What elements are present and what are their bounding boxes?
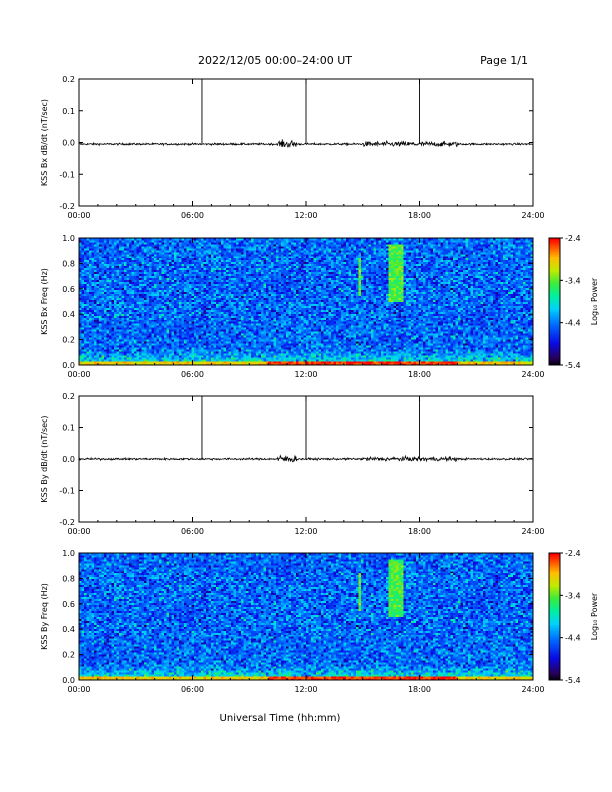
x-tick-label: 24:00 <box>521 685 544 694</box>
y-tick-label: 0.6 <box>62 600 75 609</box>
y-tick-label: 0.2 <box>62 75 75 84</box>
y-tick-label: 0.8 <box>62 259 75 268</box>
x-tick-label: 24:00 <box>521 211 544 220</box>
y-tick-label: 0.0 <box>62 455 75 464</box>
y-tick-label: 0.1 <box>62 424 75 433</box>
y-tick-label: 0.0 <box>62 361 75 370</box>
y-tick-label: 0.4 <box>62 310 75 319</box>
colorbar-frame <box>548 237 561 366</box>
y-tick-label: 0.2 <box>62 651 75 660</box>
y-tick-label: 0.0 <box>62 676 75 685</box>
y-tick-label: 0.2 <box>62 336 75 345</box>
x-tick-label: 24:00 <box>521 370 544 379</box>
x-tick-label: 12:00 <box>294 370 317 379</box>
colorbar-tick-label: -2.4 <box>565 549 581 558</box>
y-tick-label: 0.8 <box>62 574 75 583</box>
y-tick-label: 0.2 <box>62 392 75 401</box>
colorbar-label: Log₁₀ Power <box>590 277 599 325</box>
y-tick-label: 0.6 <box>62 285 75 294</box>
bx-spectrogram-panel: 00:00 06:00 12:00 18:00 24:00 1.0 0.8 0.6 0.4 0.2… <box>40 234 599 379</box>
y-tick-label: -0.1 <box>59 170 75 179</box>
x-tick-label: 00:00 <box>67 211 90 220</box>
colorbar-tick-label: -4.4 <box>565 634 581 643</box>
page-number: Page 1/1 <box>480 54 528 67</box>
y-axis-label: KSS Bx Freq (Hz) <box>40 268 49 335</box>
x-tick-label: 18:00 <box>408 370 431 379</box>
x-axis-label: Universal Time (hh:mm) <box>220 713 341 724</box>
by-timeseries-panel: 00:00 06:00 12:00 18:00 24:00 0.2 0.1 0.0 -0.1 -0… <box>40 392 545 536</box>
x-tick-label: 12:00 <box>294 527 317 536</box>
y-tick-label: -0.1 <box>59 487 75 496</box>
x-tick-label: 18:00 <box>408 527 431 536</box>
x-tick-label: 06:00 <box>181 370 204 379</box>
colorbar-tick-label: -3.4 <box>565 591 581 600</box>
by-spectrogram-panel: 00:00 06:00 12:00 18:00 24:00 1.0 0.8 0.6 0.4 0.2… <box>40 549 599 694</box>
y-tick-label: 0.1 <box>62 107 75 116</box>
y-tick-label: 0.0 <box>62 139 75 148</box>
colorbar-tick-label: -3.4 <box>565 276 581 285</box>
heatmap-cells <box>79 238 534 366</box>
colorbar-tick-label: -5.4 <box>565 361 581 370</box>
heatmap-cells <box>79 553 534 681</box>
x-tick-label: 18:00 <box>408 685 431 694</box>
colorbar-frame <box>548 552 561 681</box>
colorbar-label: Log₁₀ Power <box>590 592 599 640</box>
x-tick-label: 24:00 <box>521 527 544 536</box>
colorbar: -2.4 -3.4 -4.4 -5.4 Log₁₀ Power <box>548 549 599 685</box>
y-axis-label: KSS Bx dB/dt (nT/sec) <box>40 99 49 186</box>
bx-timeseries-panel: 00:00 06:00 12:00 18:00 24:00 0.2 0.1 0.0 -0.1 -0… <box>40 75 545 220</box>
colorbar: -2.4 -3.4 -4.4 -5.4 Log₁₀ Power <box>548 234 599 370</box>
x-tick-label: 00:00 <box>67 685 90 694</box>
x-tick-label: 06:00 <box>181 211 204 220</box>
y-tick-label: -0.2 <box>59 202 75 211</box>
colorbar-tick-label: -2.4 <box>565 234 581 243</box>
y-tick-label: -0.2 <box>59 518 75 527</box>
colorbar-tick-label: -5.4 <box>565 676 581 685</box>
y-tick-label: 1.0 <box>62 234 75 243</box>
x-tick-label: 12:00 <box>294 685 317 694</box>
y-tick-label: 0.4 <box>62 625 75 634</box>
y-axis-label: KSS By Freq (Hz) <box>40 583 49 650</box>
y-axis-label: KSS By dB/dt (nT/sec) <box>40 415 49 502</box>
x-tick-label: 12:00 <box>294 211 317 220</box>
x-tick-label: 00:00 <box>67 370 90 379</box>
x-tick-label: 06:00 <box>181 527 204 536</box>
x-tick-label: 06:00 <box>181 685 204 694</box>
x-tick-label: 18:00 <box>408 211 431 220</box>
colorbar-tick-label: -4.4 <box>565 319 581 328</box>
data-trace <box>78 454 534 463</box>
y-tick-label: 1.0 <box>62 549 75 558</box>
x-tick-label: 00:00 <box>67 527 90 536</box>
page-title: 2022/12/05 00:00–24:00 UT <box>198 54 352 67</box>
